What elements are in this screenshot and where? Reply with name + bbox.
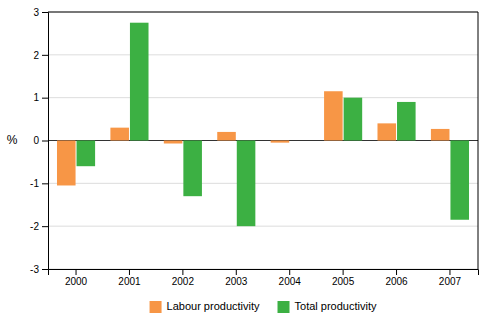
tick-mark (42, 183, 48, 184)
axis-line (42, 13, 49, 270)
legend: Labour productivity Total productivity (150, 300, 377, 313)
tick-label: 2001 (118, 276, 141, 287)
x-tick: 2005 (332, 269, 355, 287)
tick-mark (129, 269, 130, 275)
x-tick: 2004 (279, 269, 302, 287)
tick-mark (343, 269, 344, 275)
bar (450, 141, 469, 220)
frame (48, 12, 478, 13)
bar (271, 141, 290, 143)
x-tick: 2001 (118, 269, 141, 287)
bar (77, 141, 96, 167)
bar (377, 123, 396, 140)
grid-line (48, 183, 478, 184)
x-tick: 2007 (439, 269, 462, 287)
grid-line (48, 97, 478, 98)
tick-label: 2004 (279, 276, 302, 287)
tick-label: 3 (33, 7, 39, 18)
bar (57, 141, 76, 186)
legend-item: Labour productivity (150, 300, 260, 313)
tick-label: 0 (33, 135, 39, 146)
tick-label: 2 (33, 50, 39, 61)
tick-label: -2 (30, 221, 39, 232)
y-tick: 0 (33, 135, 48, 146)
grid (48, 12, 478, 269)
bar (183, 141, 202, 197)
bar (217, 132, 236, 141)
legend-swatch (278, 301, 290, 313)
x-axis: 2000 2001 2002 2003 2004 2005 2006 2007 (49, 269, 479, 287)
y-axis-label: % (7, 133, 18, 147)
y-axis: -3 -2 -1 0 1 2 3 (30, 7, 48, 275)
frame (478, 12, 479, 269)
tick-mark (42, 226, 48, 227)
tick-mark (182, 269, 183, 275)
tick-mark (42, 98, 48, 99)
y-tick: 2 (33, 50, 48, 61)
chart: -3-2-10123200020012002200320042005200620… (0, 0, 492, 319)
bar (130, 23, 149, 141)
tick-mark (42, 55, 48, 56)
y-tick: -3 (30, 264, 48, 275)
bar (344, 98, 363, 141)
bar (431, 129, 450, 141)
bars (57, 23, 469, 226)
tick-mark (396, 269, 397, 275)
y-tick: 3 (33, 7, 48, 18)
bar (290, 140, 309, 141)
y-tick: -1 (30, 178, 48, 189)
x-tick: 2006 (385, 269, 408, 287)
grid-line (48, 12, 478, 13)
bar (237, 141, 256, 227)
tick-mark (76, 269, 77, 275)
x-tick: 2003 (225, 269, 248, 287)
axis-line (49, 270, 479, 276)
bar (324, 91, 343, 140)
legend-swatch (150, 301, 162, 313)
tick-mark (42, 141, 48, 142)
tick-label: 2006 (385, 276, 408, 287)
tick-label: 2000 (65, 276, 88, 287)
tick-label: 2002 (172, 276, 195, 287)
x-tick: 2000 (65, 269, 88, 287)
tick-label: -3 (30, 264, 39, 275)
bar (397, 102, 416, 141)
tick-label: 1 (33, 92, 39, 103)
tick-label: 2005 (332, 276, 355, 287)
tick-mark (42, 12, 48, 13)
tick-mark (289, 269, 290, 275)
tick-mark (236, 269, 237, 275)
legend-item: Total productivity (278, 300, 377, 313)
x-tick: 2002 (172, 269, 195, 287)
tick-label: 2007 (439, 276, 462, 287)
tick-label: 2003 (225, 276, 248, 287)
legend-label: Total productivity (295, 300, 377, 312)
y-tick: -2 (30, 221, 48, 232)
y-tick: 1 (33, 92, 48, 103)
tick-mark (449, 269, 450, 275)
tick-label: -1 (30, 178, 39, 189)
bar (110, 128, 129, 141)
grid-line (48, 54, 478, 55)
bar (164, 141, 183, 144)
grid-line (48, 226, 478, 227)
legend-label: Labour productivity (167, 300, 260, 312)
plot: -3-2-10123200020012002200320042005200620… (30, 7, 478, 287)
tick-mark (42, 269, 48, 270)
bar-series (77, 23, 469, 226)
